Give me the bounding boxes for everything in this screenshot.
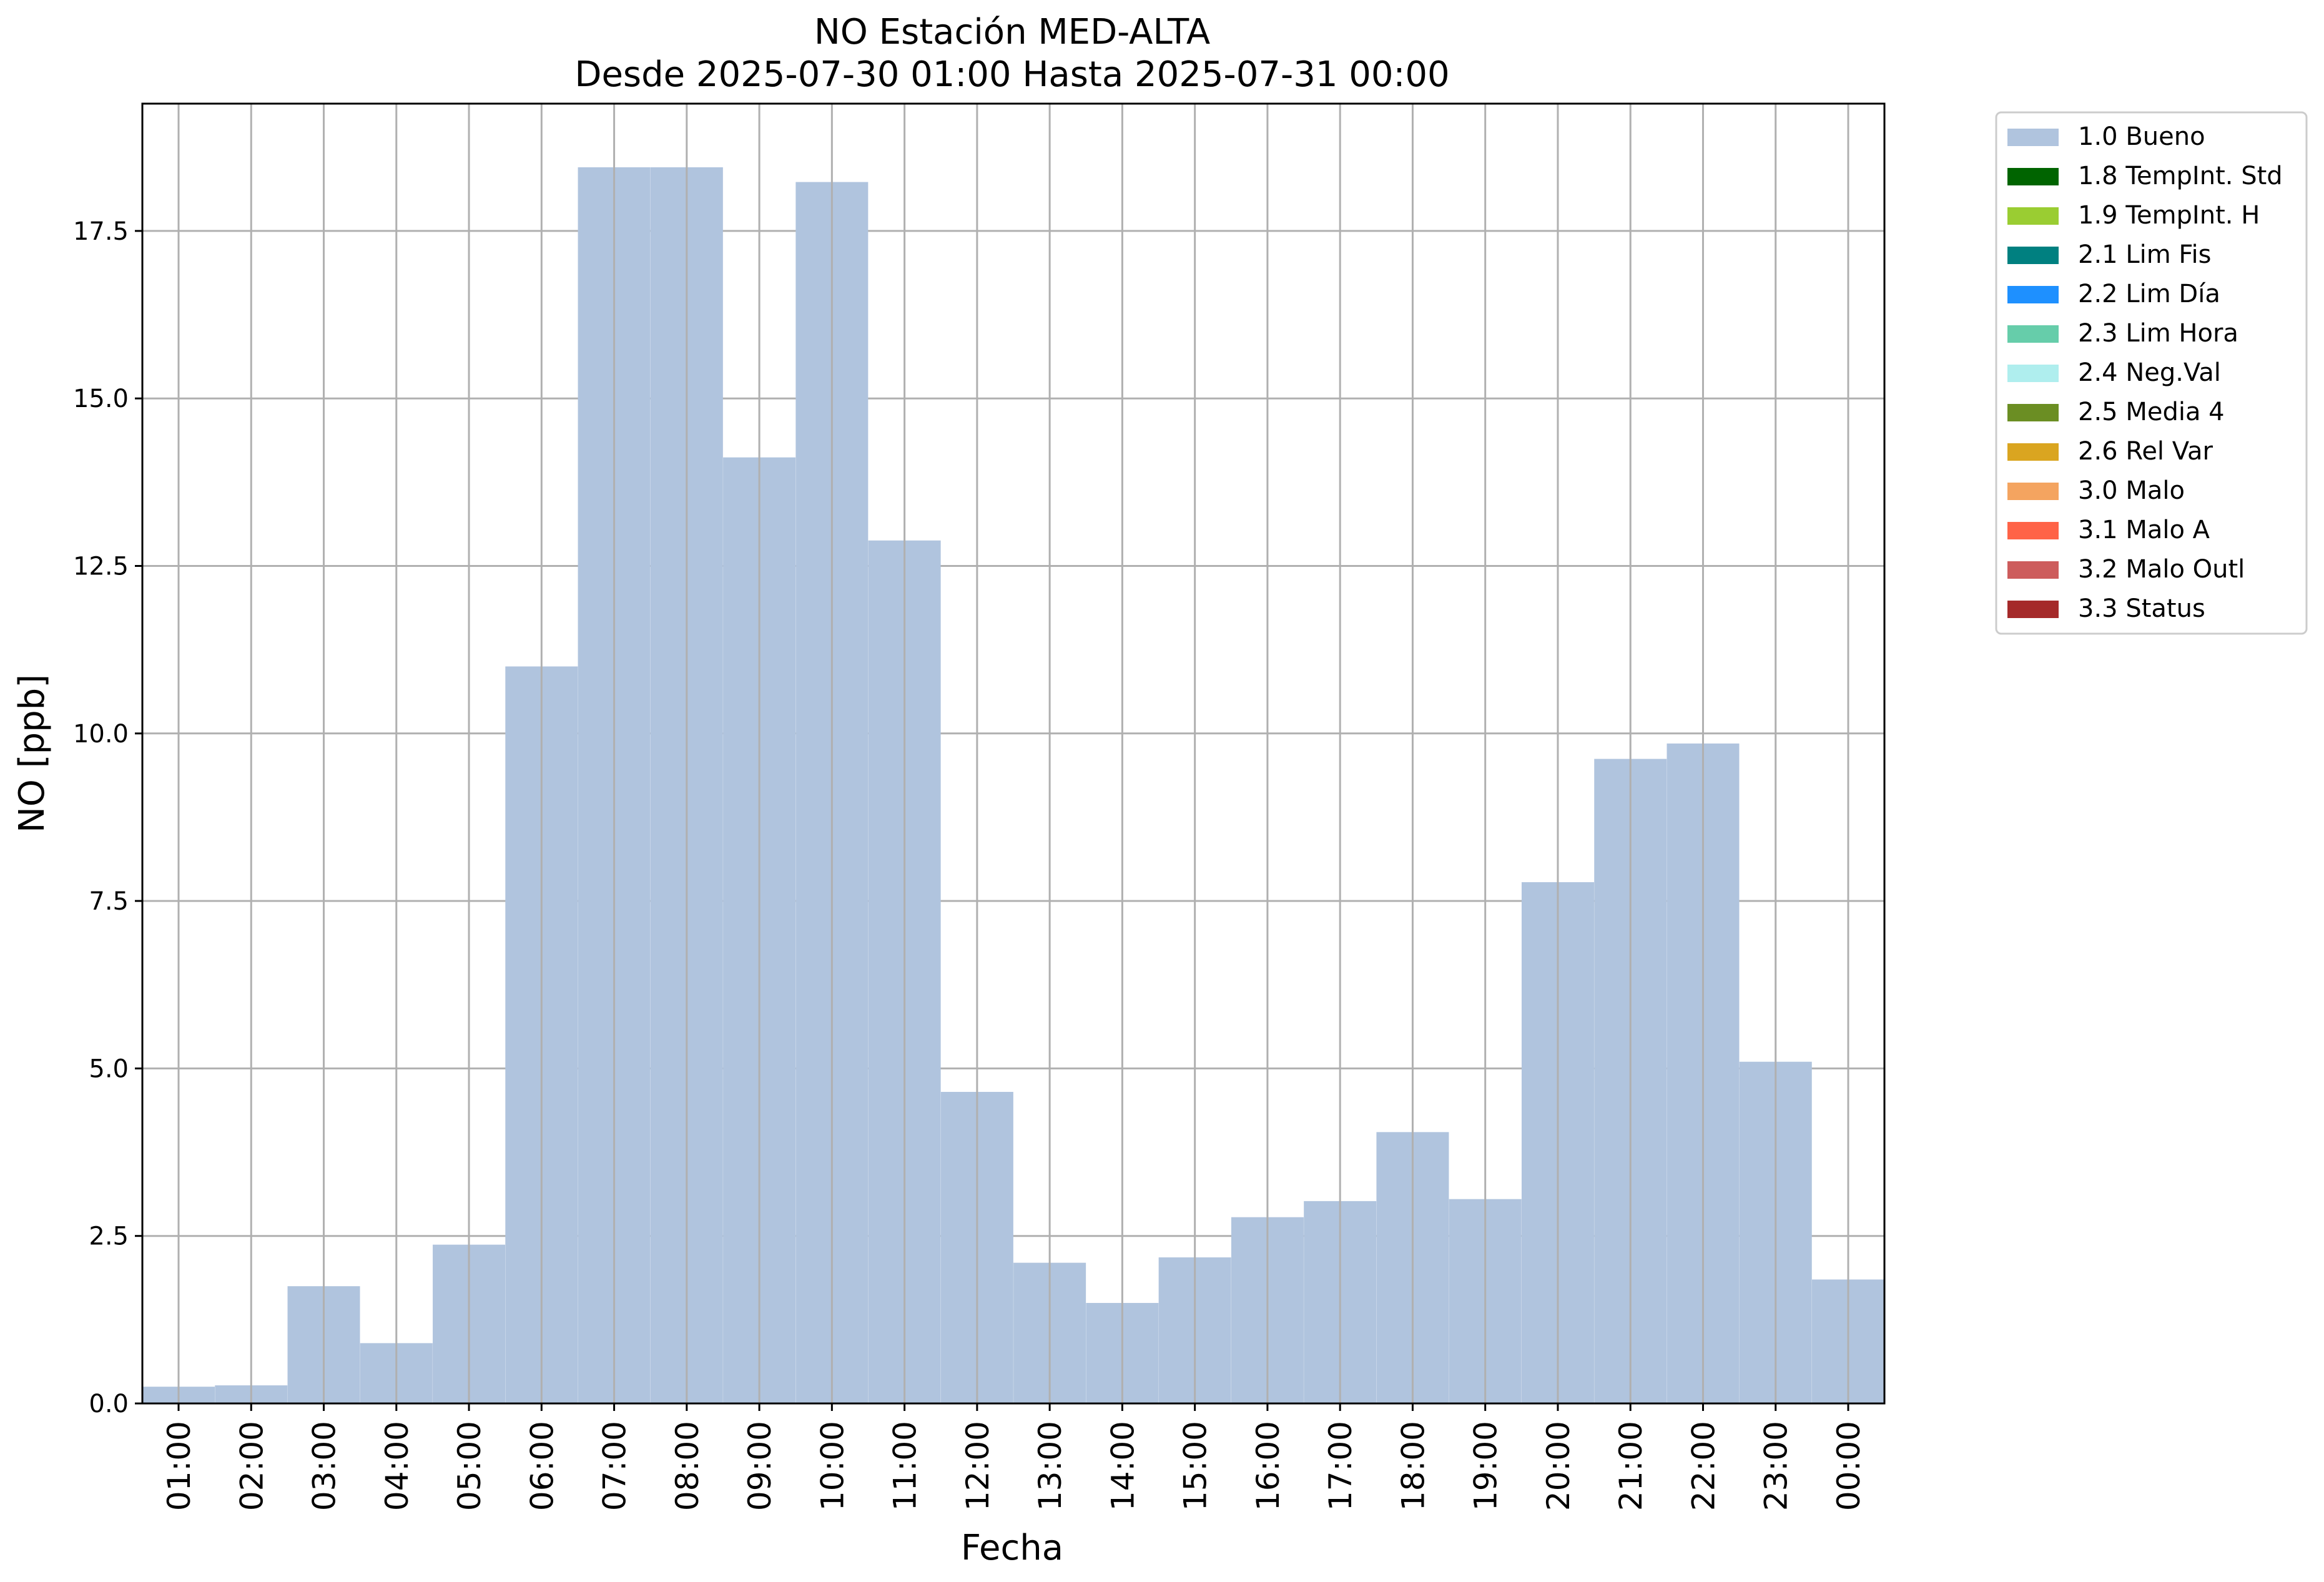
legend-swatch bbox=[2007, 286, 2059, 303]
x-tick-label: 04:00 bbox=[379, 1421, 415, 1511]
legend-swatch bbox=[2007, 601, 2059, 618]
x-tick-label: 13:00 bbox=[1032, 1421, 1068, 1511]
legend-swatch bbox=[2007, 168, 2059, 185]
legend-swatch bbox=[2007, 443, 2059, 461]
chart-subtitle: Desde 2025-07-30 01:00 Hasta 2025-07-31 … bbox=[574, 54, 1449, 95]
legend-swatch bbox=[2007, 247, 2059, 264]
y-tick-label: 7.5 bbox=[89, 887, 129, 916]
x-tick-label: 16:00 bbox=[1250, 1421, 1286, 1511]
x-tick-label: 14:00 bbox=[1105, 1421, 1141, 1511]
vertical-grid bbox=[177, 104, 1849, 1403]
legend-swatch bbox=[2007, 365, 2059, 382]
legend-label: 2.4 Neg.Val bbox=[2078, 358, 2221, 387]
x-tick-label: 01:00 bbox=[161, 1421, 197, 1511]
legend-label: 2.2 Lim Día bbox=[2078, 280, 2220, 308]
legend-label: 2.5 Media 4 bbox=[2078, 398, 2225, 426]
legend-frame bbox=[1995, 111, 2308, 635]
chart-title: NO Estación MED-ALTA bbox=[814, 12, 1210, 52]
legend-label: 1.9 TempInt. H bbox=[2078, 201, 2260, 230]
x-tick-label: 08:00 bbox=[669, 1421, 706, 1511]
legend: 1.0 Bueno 1.8 TempInt. Std 1.9 TempInt. H 2… bbox=[1995, 111, 2308, 635]
legend-label: 2.6 Rel Var bbox=[2078, 437, 2213, 466]
bars bbox=[142, 167, 1884, 1404]
y-tick-label: 0.0 bbox=[89, 1390, 129, 1418]
legend-swatch bbox=[2007, 129, 2059, 146]
legend-label: 3.2 Malo Outl bbox=[2078, 555, 2245, 584]
legend-label: 3.0 Malo bbox=[2078, 476, 2185, 505]
y-tick-label: 17.5 bbox=[73, 217, 129, 246]
y-tick-label: 10.0 bbox=[73, 720, 129, 749]
plot-area-frame bbox=[141, 102, 1886, 1405]
legend-swatch bbox=[2007, 483, 2059, 500]
legend-swatch bbox=[2007, 561, 2059, 579]
x-tick-label: 06:00 bbox=[524, 1421, 560, 1511]
x-tick-label: 21:00 bbox=[1613, 1421, 1649, 1511]
y-tick-label: 15.0 bbox=[73, 385, 129, 413]
x-tick-label: 00:00 bbox=[1831, 1421, 1867, 1511]
x-tick-label: 02:00 bbox=[234, 1421, 270, 1511]
legend-swatch bbox=[2007, 207, 2059, 225]
y-tick-label: 12.5 bbox=[73, 553, 129, 581]
legend-label: 3.1 Malo A bbox=[2078, 516, 2210, 544]
x-tick-label: 09:00 bbox=[742, 1421, 778, 1511]
x-tick-label: 22:00 bbox=[1685, 1421, 1721, 1511]
y-axis-label: NO [ppb] bbox=[12, 674, 52, 833]
x-tick-label: 23:00 bbox=[1758, 1421, 1795, 1511]
x-axis-label: Fecha bbox=[961, 1528, 1063, 1568]
legend-swatch bbox=[2007, 325, 2059, 343]
legend-label: 2.1 Lim Fis bbox=[2078, 240, 2211, 269]
x-tick-label: 17:00 bbox=[1322, 1421, 1359, 1511]
x-tick-label: 12:00 bbox=[960, 1421, 996, 1511]
x-tick-label: 15:00 bbox=[1178, 1421, 1214, 1511]
x-tick-label: 10:00 bbox=[814, 1421, 850, 1511]
x-tick-label: 11:00 bbox=[887, 1421, 923, 1511]
x-tick-label: 05:00 bbox=[451, 1421, 488, 1511]
y-tick-label: 2.5 bbox=[89, 1222, 129, 1251]
x-tick-label: 20:00 bbox=[1540, 1421, 1577, 1511]
legend-label: 1.8 TempInt. Std bbox=[2078, 162, 2283, 190]
x-tick-label: 07:00 bbox=[597, 1421, 633, 1511]
y-tick-label: 5.0 bbox=[89, 1054, 129, 1083]
x-axis: 01:00 02:00 03:00 04:00 05:00 06:00 07:00 08:00… bbox=[161, 1403, 1867, 1511]
y-axis: 0.0 2.5 5.0 7.5 10.0 12.5 15.0 17.5 bbox=[73, 217, 142, 1418]
legend-label: 2.3 Lim Hora bbox=[2078, 319, 2238, 348]
legend-label: 3.3 Status bbox=[2078, 594, 2205, 623]
x-tick-label: 19:00 bbox=[1468, 1421, 1504, 1511]
x-tick-label: 03:00 bbox=[307, 1421, 343, 1511]
legend-swatch bbox=[2007, 522, 2059, 539]
grid bbox=[142, 230, 1884, 1405]
x-tick-label: 18:00 bbox=[1395, 1421, 1431, 1511]
legend-swatch bbox=[2007, 404, 2059, 421]
legend-label: 1.0 Bueno bbox=[2078, 122, 2205, 151]
